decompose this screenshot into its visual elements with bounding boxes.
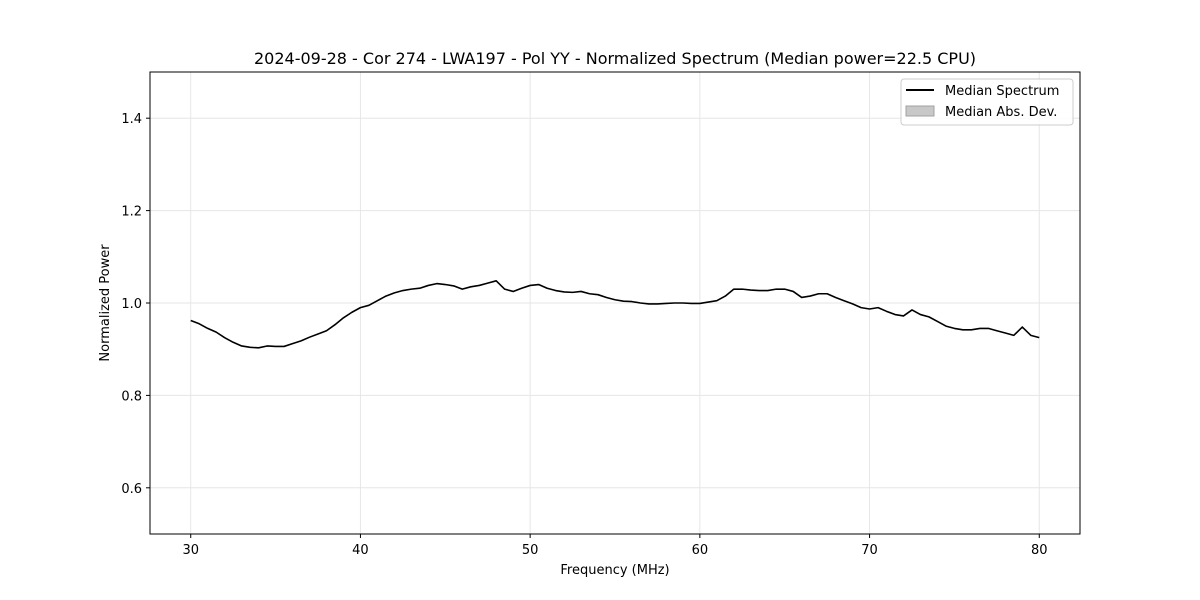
legend-fill-swatch bbox=[905, 105, 935, 117]
legend-label-median-abs-dev: Median Abs. Dev. bbox=[945, 105, 1057, 120]
legend-box bbox=[900, 78, 1074, 126]
x-tick-label: 70 bbox=[861, 543, 878, 558]
y-tick-label: 1.0 bbox=[121, 297, 142, 312]
x-tick-label: 60 bbox=[692, 543, 709, 558]
legend: Median Spectrum Median Abs. Dev. bbox=[900, 78, 1074, 126]
x-tick-label: 30 bbox=[182, 543, 199, 558]
tick-layer: 30 40 50 60 70 80 0.6 0.8 1.0 1.2 1.4 bbox=[121, 112, 1047, 558]
y-axis-label: Normalized Power bbox=[98, 244, 113, 362]
legend-label-median-spectrum: Median Spectrum bbox=[945, 84, 1059, 99]
median-spectrum-line bbox=[190, 280, 1040, 349]
y-tick-label: 1.2 bbox=[121, 205, 142, 220]
x-axis-label: Frequency (MHz) bbox=[560, 563, 669, 578]
y-tick-label: 1.4 bbox=[121, 112, 142, 127]
series-layer bbox=[190, 280, 1040, 349]
x-tick-label: 80 bbox=[1031, 543, 1048, 558]
x-tick-label: 40 bbox=[352, 543, 369, 558]
x-tick-label: 50 bbox=[522, 543, 539, 558]
y-tick-label: 0.6 bbox=[121, 482, 142, 497]
y-tick-label: 0.8 bbox=[121, 389, 142, 404]
chart-title: 2024-09-28 - Cor 274 - LWA197 - Pol YY -… bbox=[254, 49, 976, 68]
